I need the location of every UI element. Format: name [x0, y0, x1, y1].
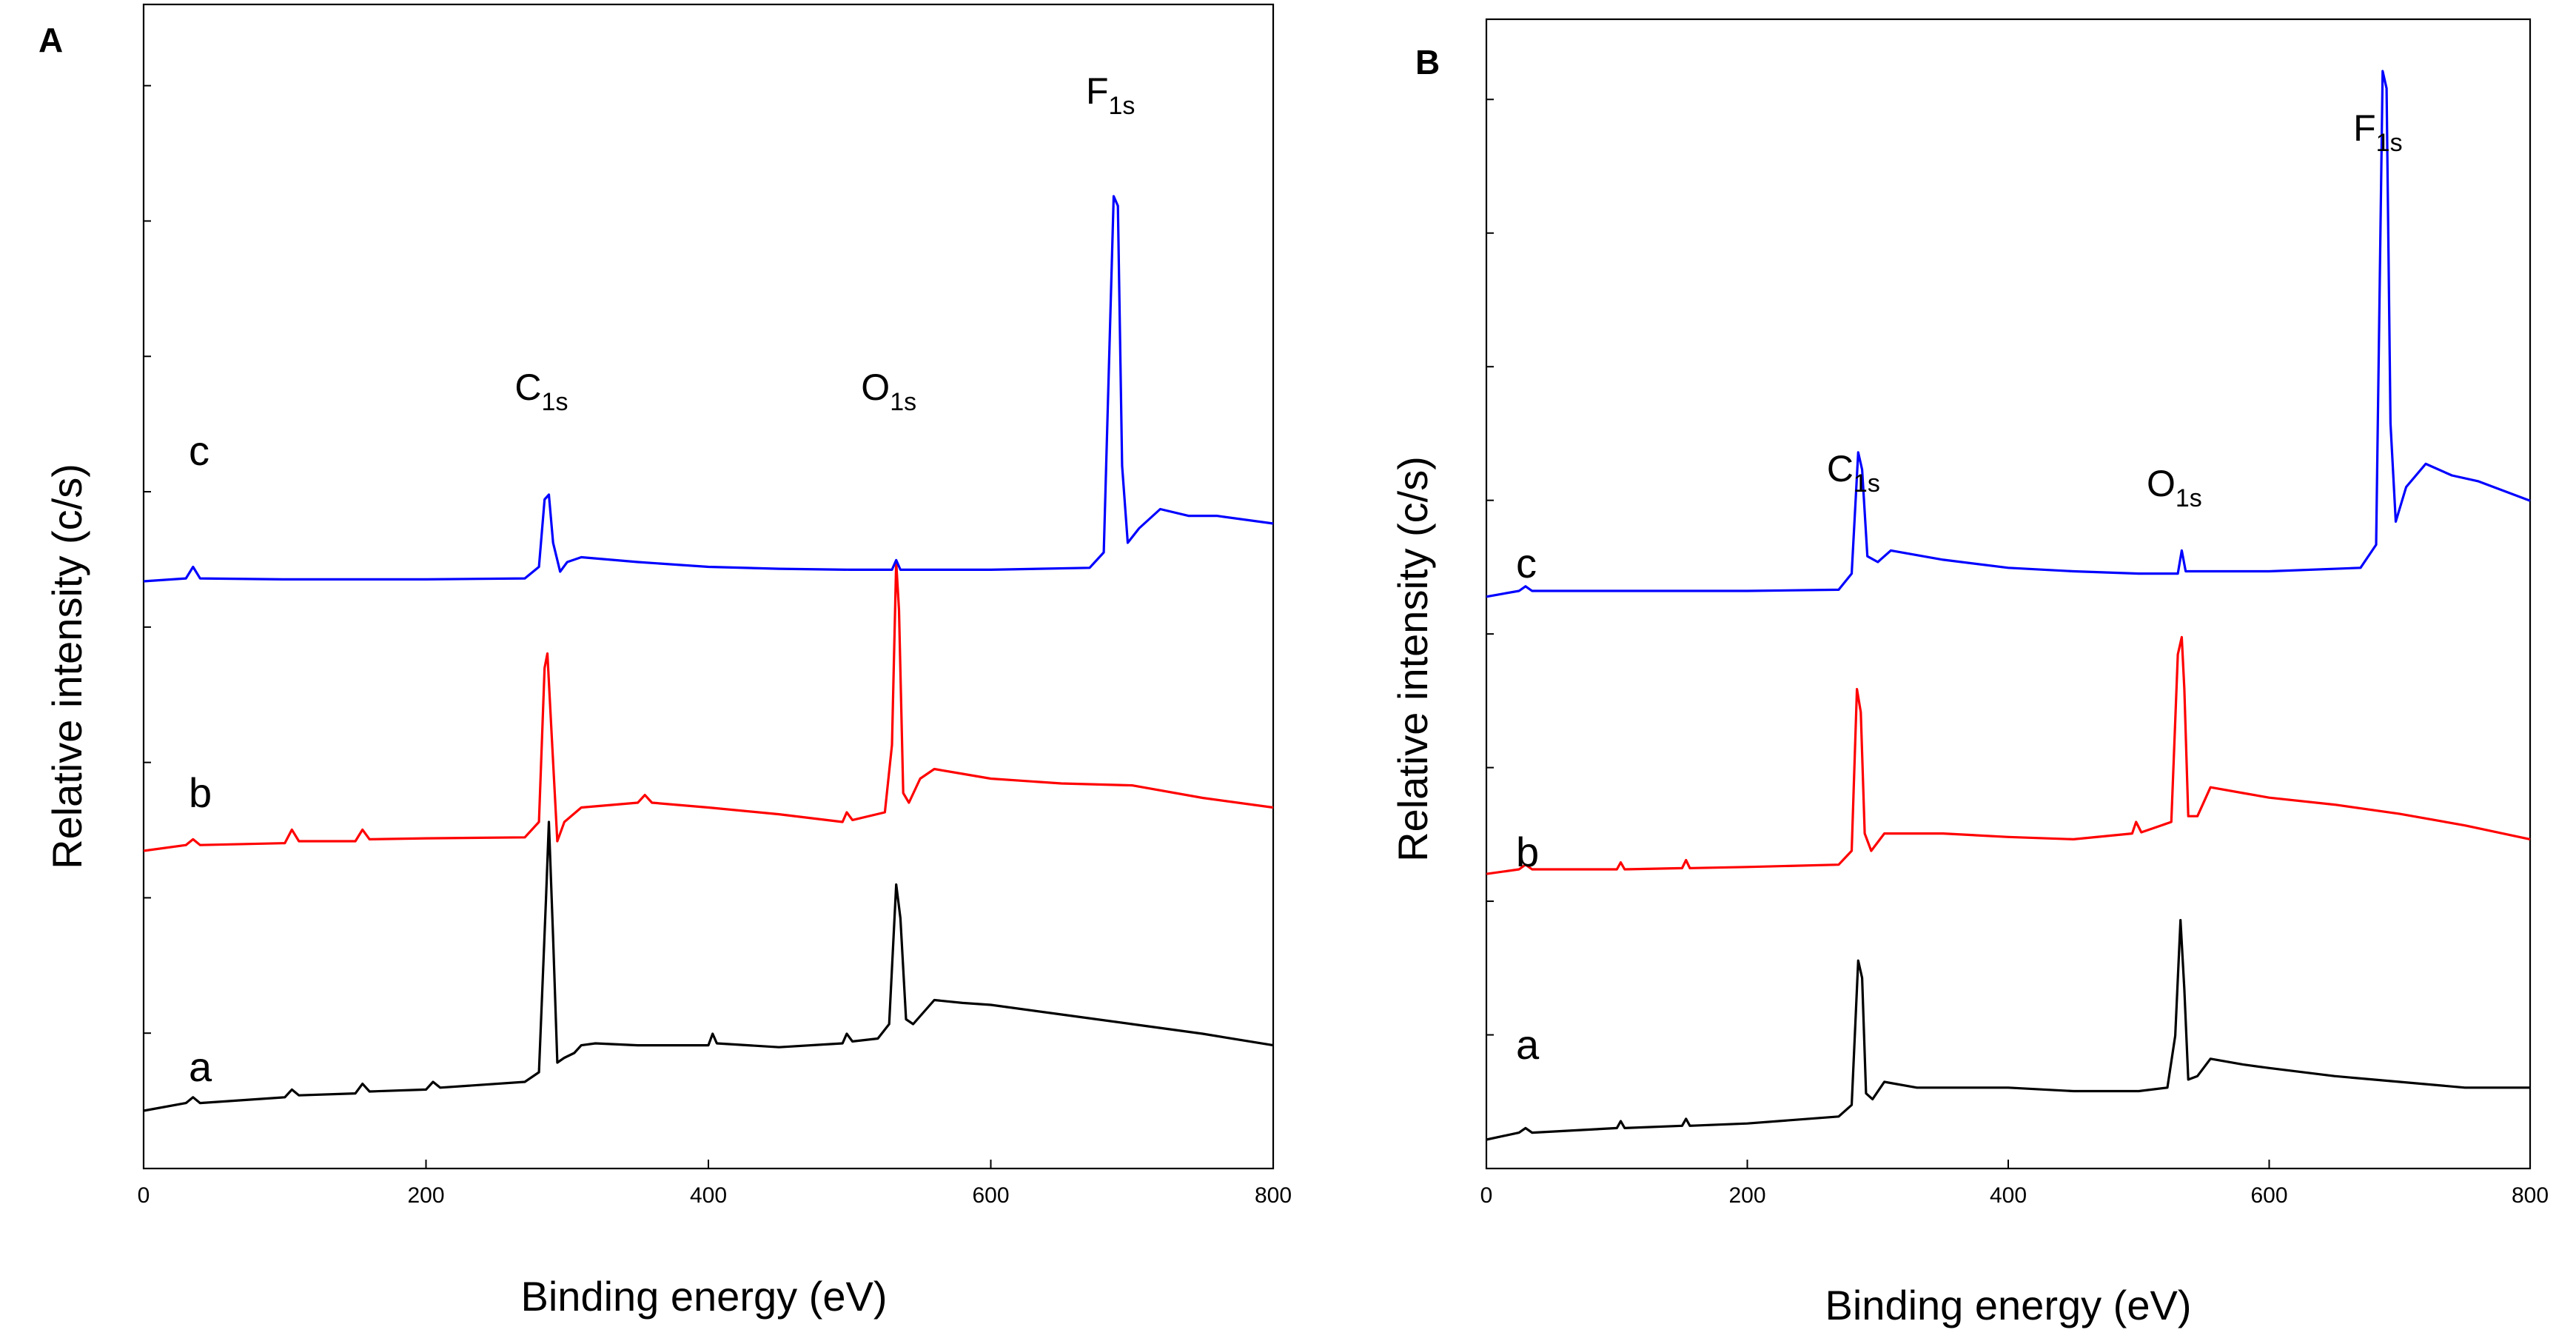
- y-axis-title-b: Relative intensity (c/s): [1389, 456, 1436, 862]
- peak-label-c1s: C1s: [1827, 448, 1880, 498]
- panel-a: A Relative intensity (c/s) Binding energ…: [38, 3, 1292, 1320]
- curve-label-b: b: [1516, 829, 1539, 875]
- x-tick-label: 200: [1728, 1183, 1765, 1208]
- x-axis-title-a: Binding energy (eV): [521, 1273, 888, 1320]
- series-a-line: [143, 820, 1274, 1112]
- y-axis-title-a: Relative intensity (c/s): [44, 464, 90, 869]
- peak-label-c1s: C1s: [514, 367, 568, 416]
- annotation-layer-b: c b a C1s O1s F1s: [1516, 107, 2403, 1068]
- curve-label-b: b: [189, 769, 212, 816]
- series-b-line: [143, 561, 1274, 852]
- peak-label-o1s: O1s: [861, 367, 916, 416]
- series-layer-b: [1486, 70, 2531, 1141]
- series-c-line: [1486, 70, 2531, 598]
- x-tick-label: 0: [138, 1183, 150, 1208]
- annotation-layer-a: c b a C1s O1s F1s: [189, 70, 1135, 1090]
- series-a-line: [1486, 919, 2530, 1141]
- x-axis-title-b: Binding energy (eV): [1825, 1282, 2192, 1328]
- peak-label-f1s: F1s: [1086, 70, 1135, 120]
- panel-letter-a: A: [38, 21, 63, 59]
- x-tick-label: 600: [2250, 1183, 2287, 1208]
- series-c-line: [143, 195, 1274, 583]
- x-tick-label: 800: [2512, 1183, 2549, 1208]
- peak-label-o1s: O1s: [2147, 463, 2202, 512]
- x-tick-label: 400: [690, 1183, 727, 1208]
- x-tick-label: 200: [407, 1183, 444, 1208]
- panel-b: B Relative intensity (c/s) Binding energ…: [1389, 18, 2549, 1328]
- x-tick-label: 0: [1480, 1183, 1493, 1208]
- axes-b: 0 200 400 600 800: [1480, 18, 2549, 1208]
- plot-frame: [1485, 18, 2532, 1170]
- peak-label-f1s: F1s: [2353, 107, 2402, 157]
- x-tick-label: 600: [972, 1183, 1009, 1208]
- series-layer-a: [143, 195, 1274, 1112]
- curve-label-a: a: [189, 1043, 212, 1090]
- plot-frame: [142, 3, 1275, 1170]
- axes-a: 0 200 400 600 800: [138, 3, 1292, 1208]
- x-tick-label: 800: [1255, 1183, 1292, 1208]
- panel-letter-b: B: [1415, 43, 1440, 81]
- curve-label-c: c: [1516, 540, 1537, 586]
- curve-label-a: a: [1516, 1021, 1540, 1068]
- curve-label-c: c: [189, 427, 209, 474]
- series-b-line: [1486, 635, 2531, 875]
- x-tick-label: 400: [1990, 1183, 2027, 1208]
